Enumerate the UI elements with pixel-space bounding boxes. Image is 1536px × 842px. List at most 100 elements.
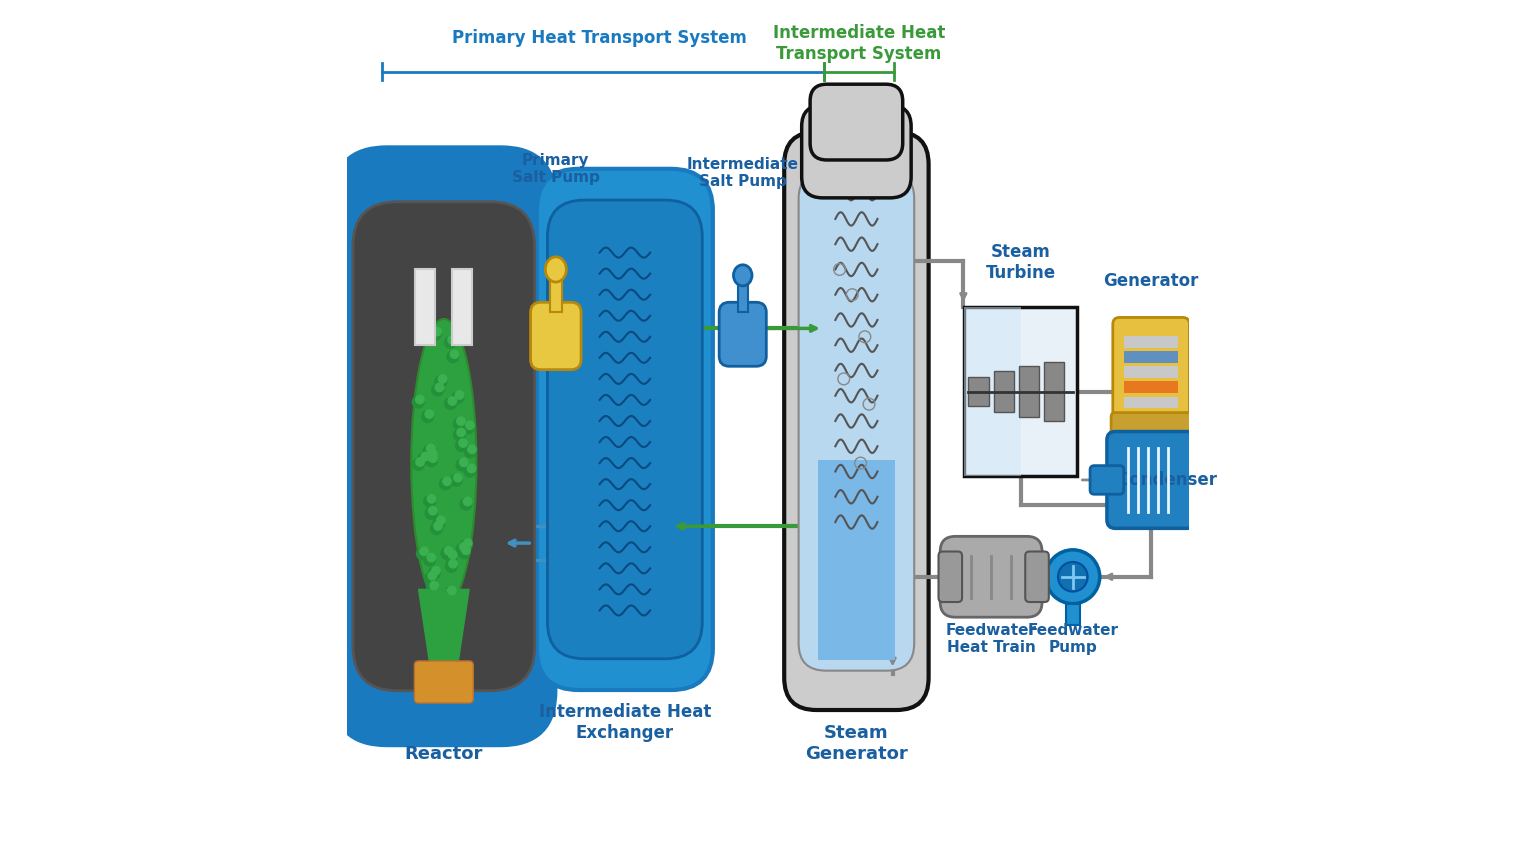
Circle shape [447,351,459,363]
Circle shape [422,411,433,423]
FancyBboxPatch shape [1112,317,1189,432]
Circle shape [445,552,458,563]
Circle shape [421,452,430,461]
Bar [737,283,748,312]
Circle shape [433,328,441,336]
Circle shape [453,429,465,440]
Circle shape [444,546,453,555]
Ellipse shape [412,319,476,607]
Circle shape [458,547,470,559]
Circle shape [424,445,435,456]
Bar [1066,604,1080,625]
Circle shape [461,498,472,510]
Circle shape [429,450,438,459]
Text: Condenser: Condenser [1117,471,1218,489]
FancyBboxPatch shape [333,148,554,744]
Bar [963,307,1020,476]
Bar [994,370,1014,412]
Circle shape [449,560,458,568]
Circle shape [425,455,438,466]
FancyBboxPatch shape [940,536,1041,617]
Circle shape [464,465,476,477]
Bar [452,269,473,345]
FancyBboxPatch shape [938,552,962,602]
Circle shape [429,506,436,514]
Bar [415,269,435,345]
Circle shape [416,548,429,560]
FancyBboxPatch shape [415,661,473,703]
Polygon shape [419,589,468,674]
Ellipse shape [734,265,753,286]
Circle shape [462,546,470,555]
Circle shape [449,336,456,344]
Circle shape [441,547,453,559]
Circle shape [429,572,436,580]
Circle shape [459,439,467,447]
FancyBboxPatch shape [353,202,535,690]
Circle shape [425,573,436,584]
Circle shape [439,478,452,490]
Circle shape [429,450,436,458]
FancyBboxPatch shape [547,200,702,658]
Circle shape [468,445,476,454]
Circle shape [444,337,456,349]
Bar [1124,366,1178,378]
Ellipse shape [545,257,567,282]
Circle shape [412,396,424,408]
Text: Feedwater
Heat Train: Feedwater Heat Train [946,623,1037,655]
Bar [817,460,895,660]
Bar [1124,351,1178,363]
Circle shape [429,454,438,462]
FancyBboxPatch shape [538,169,713,690]
FancyBboxPatch shape [799,171,914,671]
FancyBboxPatch shape [802,105,911,198]
Text: Intermediate Heat
Exchanger: Intermediate Heat Exchanger [539,703,711,742]
FancyBboxPatch shape [530,302,581,370]
Circle shape [435,376,447,387]
Circle shape [427,444,435,452]
Circle shape [430,328,441,340]
Circle shape [424,495,436,507]
Circle shape [1058,562,1087,592]
Circle shape [427,553,436,562]
Circle shape [464,498,472,506]
Text: Reactor: Reactor [404,745,482,763]
Circle shape [424,554,436,566]
Circle shape [1046,550,1100,604]
Circle shape [435,383,444,392]
Circle shape [416,395,424,403]
Text: Intermediate Heat
Transport System: Intermediate Heat Transport System [773,24,945,63]
Circle shape [464,539,472,547]
Circle shape [445,397,456,409]
Circle shape [452,392,464,403]
Text: Intermediate
Salt Pump: Intermediate Salt Pump [687,157,799,189]
Bar [502,526,625,560]
Bar [1124,381,1178,393]
Circle shape [430,523,442,535]
Circle shape [456,440,467,451]
Circle shape [433,517,445,529]
Text: Steam
Generator: Steam Generator [805,724,908,763]
Circle shape [453,473,462,482]
Bar [550,279,562,312]
Circle shape [425,450,436,462]
FancyBboxPatch shape [1107,432,1195,529]
Text: Primary
Salt Pump: Primary Salt Pump [511,153,599,185]
Circle shape [430,581,438,589]
Circle shape [442,477,452,486]
Circle shape [425,451,438,463]
Bar [1124,397,1178,408]
Circle shape [418,453,430,465]
Circle shape [450,474,462,486]
Bar [1124,336,1178,348]
Circle shape [416,458,424,466]
FancyBboxPatch shape [1025,552,1049,602]
Circle shape [436,516,445,525]
Circle shape [444,587,456,599]
Circle shape [427,582,438,594]
Circle shape [456,543,468,555]
Circle shape [465,421,475,429]
Circle shape [429,568,441,579]
Text: Generator: Generator [1103,273,1198,290]
Circle shape [433,522,442,530]
